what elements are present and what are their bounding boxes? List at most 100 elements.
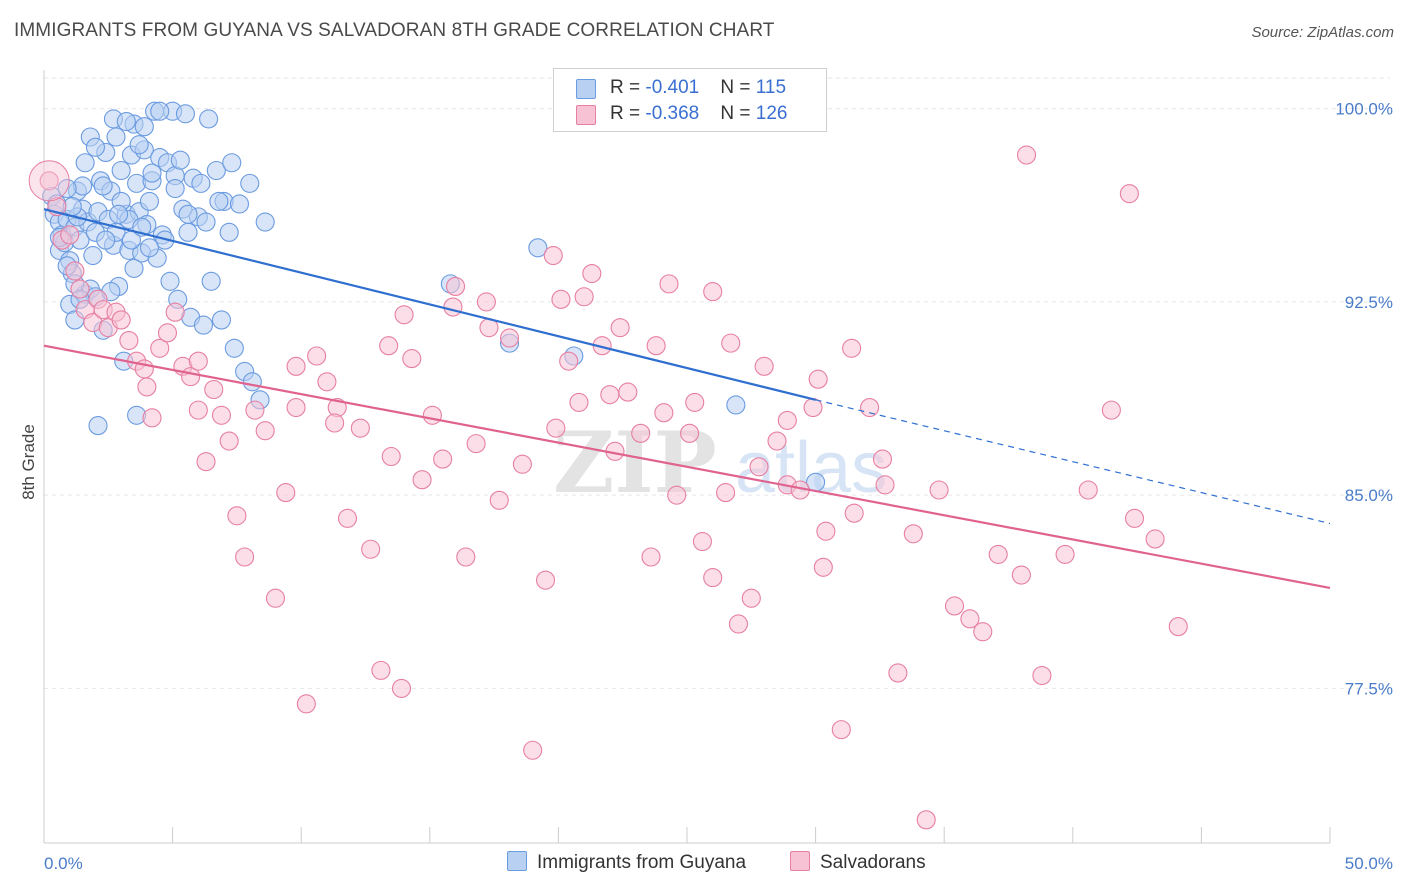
salvadoran-point xyxy=(219,431,239,451)
guyana-point xyxy=(111,160,131,181)
guyana-point xyxy=(209,191,229,211)
salvadoran-point xyxy=(546,418,566,438)
salvadoran-point xyxy=(929,480,949,500)
salvadoran-point xyxy=(716,483,736,503)
salvadoran-point xyxy=(574,287,594,307)
salvadoran-point xyxy=(888,663,908,683)
salvadoran-point xyxy=(391,678,412,698)
salvadoran-point xyxy=(39,171,59,191)
salvadoran-point xyxy=(523,740,543,760)
y-tick-label: 85.0% xyxy=(1345,486,1393,505)
guyana-point xyxy=(170,150,190,170)
salvadoran-point xyxy=(1145,529,1165,549)
salvadoran-point xyxy=(188,400,208,420)
salvadorans-legend-swatch xyxy=(790,851,810,871)
x-tick-label: 50.0% xyxy=(1345,854,1393,873)
salvadoran-point xyxy=(456,547,476,567)
guyana-point xyxy=(178,204,198,224)
salvadoran-point xyxy=(844,503,864,523)
salvadoran-point xyxy=(286,397,306,418)
salvadoran-point xyxy=(680,423,700,443)
salvadorans-swatch xyxy=(576,105,596,125)
salvadoran-point xyxy=(443,297,463,317)
salvadoran-point xyxy=(433,449,453,469)
salvadoran-point xyxy=(777,410,797,430)
legend-item-guyana: Immigrants from Guyana xyxy=(507,851,746,874)
salvadoran-point xyxy=(559,351,579,371)
salvadoran-point xyxy=(325,413,345,433)
n-value: 126 xyxy=(755,103,788,124)
salvadoran-point xyxy=(286,356,306,376)
guyana-point xyxy=(124,258,144,278)
salvadoran-point xyxy=(157,323,178,343)
guyana-point xyxy=(240,173,260,193)
n-label: N = xyxy=(720,77,756,98)
salvadoran-point xyxy=(317,372,337,392)
guyana-legend-swatch xyxy=(507,851,527,871)
guyana-trend-line xyxy=(43,208,816,401)
salvadoran-point xyxy=(412,470,432,490)
salvadoran-point xyxy=(28,160,70,202)
guyana-point xyxy=(88,416,108,436)
salvadoran-point xyxy=(1168,617,1188,637)
guyana-point xyxy=(142,163,162,183)
guyana-swatch xyxy=(576,79,596,99)
salvadoran-point xyxy=(337,508,358,528)
salvadoran-point xyxy=(875,475,895,495)
salvadoran-point xyxy=(543,245,563,266)
watermark: ZIP atlas xyxy=(553,413,887,512)
salvadoran-point xyxy=(1124,508,1145,528)
salvadoran-point xyxy=(65,261,85,281)
guyana-point xyxy=(85,137,105,157)
salvadoran-point xyxy=(70,279,90,299)
salvadoran-point xyxy=(150,338,170,358)
guyana-point xyxy=(129,135,149,155)
chart-title: IMMIGRANTS FROM GUYANA VS SALVADORAN 8TH… xyxy=(14,20,775,41)
salvadoran-point xyxy=(196,452,216,472)
salvadoran-point xyxy=(350,418,370,438)
salvadoran-point xyxy=(973,622,993,642)
guyana-point xyxy=(83,245,103,266)
guyana-point xyxy=(206,160,226,181)
salvadoran-point xyxy=(631,423,651,443)
salvadoran-point xyxy=(119,330,139,351)
salvadoran-point xyxy=(813,557,833,577)
guyana-point xyxy=(193,315,214,335)
salvadoran-point xyxy=(361,539,381,559)
salvadoran-point xyxy=(165,302,185,322)
guyana-point xyxy=(219,222,239,242)
legend-item-salvadorans: Salvadorans xyxy=(790,851,926,874)
series-name: Immigrants from Guyana xyxy=(537,852,747,873)
guyana-trend-extension xyxy=(815,399,1331,525)
n-label: N = xyxy=(720,103,756,124)
salvadoran-point xyxy=(211,405,232,425)
guyana-point xyxy=(134,117,154,137)
salvadoran-point xyxy=(371,660,391,680)
salvadoran-point xyxy=(394,305,414,325)
r-label: R = xyxy=(610,77,646,98)
guyana-point xyxy=(165,178,185,199)
salvadoran-point xyxy=(476,292,496,312)
guyana-point xyxy=(224,338,244,358)
salvadoran-point xyxy=(489,490,509,510)
salvadoran-point xyxy=(227,506,247,526)
guyana-point xyxy=(222,153,242,173)
salvadoran-point xyxy=(988,544,1008,564)
salvadoran-point xyxy=(445,276,466,296)
salvadoran-point xyxy=(754,356,774,376)
salvadoran-point xyxy=(646,336,666,356)
salvadoran-point xyxy=(551,289,571,309)
salvadoran-point xyxy=(296,694,316,714)
salvadoran-point xyxy=(1055,544,1075,564)
salvadoran-point xyxy=(265,588,286,608)
salvadoran-point xyxy=(512,454,532,474)
salvadoran-point xyxy=(703,282,723,302)
salvadoran-point xyxy=(610,318,630,338)
y-axis-label: 8th Grade xyxy=(19,424,38,500)
guyana-point xyxy=(528,238,548,258)
salvadoran-point xyxy=(659,274,679,294)
guyana-point xyxy=(109,204,129,224)
salvadoran-point xyxy=(728,614,748,634)
salvadoran-point xyxy=(667,485,687,505)
